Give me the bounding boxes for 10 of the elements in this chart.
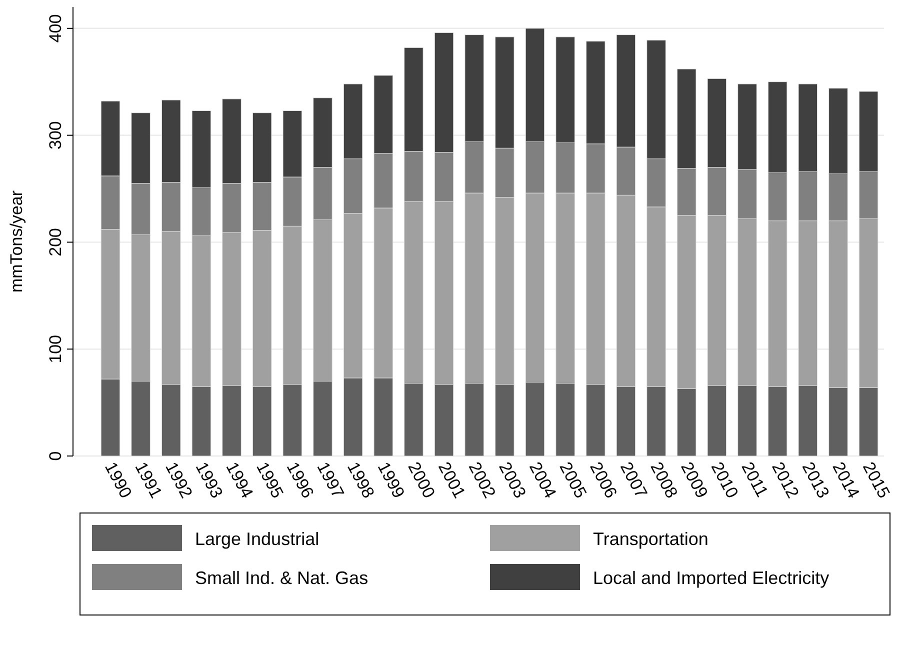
y-tick-label: 0 <box>46 451 65 461</box>
legend-label: Local and Imported Electricity <box>593 568 830 588</box>
y-tick-label: 400 <box>46 14 65 43</box>
y-axis-title: mmTons/year <box>7 190 26 293</box>
y-tick-label: 300 <box>46 121 65 150</box>
legend-label: Large Industrial <box>195 529 320 549</box>
legend-label: Transportation <box>593 529 708 549</box>
y-tick-label: 100 <box>46 334 65 364</box>
legend-label: Small Ind. & Nat. Gas <box>195 568 368 588</box>
y-tick-label: 200 <box>46 228 65 256</box>
